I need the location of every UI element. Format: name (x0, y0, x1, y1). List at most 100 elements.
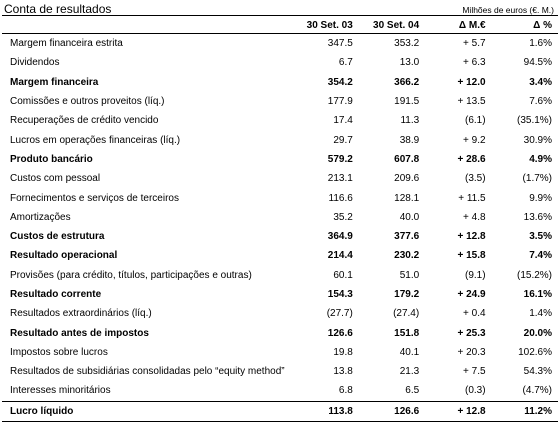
value-sep-03: 214.4 (327, 250, 353, 262)
row-label: Impostos sobre lucros (10, 346, 108, 358)
table-header: 30 Set. 03 30 Set. 04 Δ M.€ Δ % (2, 17, 558, 34)
row-label: Resultado antes de impostos (10, 327, 149, 339)
row-label: Lucros em operações financeiras (líq.) (10, 134, 181, 146)
value-sep-04: 13.0 (399, 57, 420, 69)
row-label: Resultado corrente (10, 289, 102, 300)
table-row: Fornecimentos e serviços de terceiros 116… (2, 188, 558, 207)
value-sep-04: 21.3 (399, 366, 420, 378)
table-row: Lucros em operações financeiras (líq.) 29… (2, 130, 558, 149)
value-delta-pct: 3.4% (529, 76, 552, 88)
table-row: Amortizações 35.2 40.0 + 4.8 13.6% (2, 208, 558, 227)
value-sep-04: 179.2 (394, 289, 420, 300)
unit-note: Milhões de euros (€. M.) (462, 5, 554, 15)
table-row: Resultado operacional 214.4 230.2 + 15.8 7.4… (2, 246, 558, 265)
value-sep-04: 377.6 (394, 231, 420, 243)
value-delta-me: + 5.7 (463, 38, 486, 50)
value-sep-03: 116.6 (328, 192, 353, 204)
value-delta-pct: 54.3% (523, 366, 552, 378)
table-row: Impostos sobre lucros 19.8 40.1 + 20.3 102.6… (2, 343, 558, 362)
table-row: Produto bancário 579.2 607.8 + 28.6 4.9% (2, 150, 558, 169)
value-sep-03: 17.4 (333, 115, 353, 127)
value-delta-me: (3.5) (465, 173, 486, 185)
value-delta-me: + 6.3 (463, 57, 486, 69)
row-label: Margem financeira (10, 76, 99, 88)
value-sep-03: 126.6 (327, 327, 353, 339)
value-delta-me: + 12.0 (457, 76, 486, 88)
table-row: Custos de estrutura 364.9 377.6 + 12.8 3.5% (2, 227, 558, 246)
value-delta-me: + 11.5 (458, 192, 486, 204)
value-delta-me: + 12.8 (457, 231, 486, 243)
value-sep-04: (27.4) (393, 308, 420, 320)
value-delta-me: (0.3) (465, 385, 486, 397)
table-row: Provisões (para crédito, títulos, partic… (2, 266, 558, 285)
row-label: Resultados extraordinários (líq.) (10, 308, 152, 320)
table-row: Resultado corrente 154.3 179.2 + 24.9 16.1% (2, 285, 558, 304)
row-label: Interesses minoritários (10, 385, 111, 397)
table-row: Resultados extraordinários (líq.) (27.7) (… (2, 304, 558, 323)
value-delta-pct: (15.2%) (516, 269, 552, 281)
row-label: Custos com pessoal (10, 173, 101, 185)
top-rule (2, 15, 558, 16)
value-delta-pct: 9.9% (529, 192, 552, 204)
row-label: Fornecimentos e serviços de terceiros (10, 192, 179, 204)
value-delta-pct: 4.9% (529, 153, 552, 165)
table-row: Margem financeira estrita 347.5 353.2 + 5.7… (2, 34, 558, 54)
value-sep-04: 126.6 (358, 400, 426, 422)
row-label: Lucro líquido (2, 400, 293, 422)
row-label: Dividendos (10, 57, 60, 69)
value-sep-03: 6.7 (338, 57, 353, 69)
value-delta-pct: 1.6% (529, 38, 552, 50)
column-header-label (2, 17, 293, 34)
value-delta-pct: (1.7%) (522, 173, 552, 185)
value-sep-03: 113.8 (292, 400, 359, 422)
row-label: Comissões e outros proveitos (líq.) (10, 96, 165, 108)
table-row: Recuperações de crédito vencido 17.4 11.3 (… (2, 111, 558, 130)
row-label: Produto bancário (10, 153, 93, 165)
value-delta-pct: 11.2% (491, 400, 558, 422)
value-delta-me: + 7.5 (463, 366, 486, 378)
value-sep-03: (27.7) (326, 308, 353, 320)
value-delta-me: + 20.3 (457, 346, 486, 358)
table-row: Dividendos 6.7 13.0 + 6.3 94.5% (2, 53, 558, 72)
column-header-delta-pct: Δ % (491, 17, 558, 34)
value-delta-me: + 24.9 (457, 289, 486, 300)
value-sep-03: 347.5 (327, 38, 353, 50)
value-sep-03: 154.3 (327, 289, 353, 300)
value-delta-pct: 1.4% (529, 308, 552, 320)
value-delta-pct: (4.7%) (522, 385, 552, 397)
document-title: Conta de resultados (4, 2, 112, 16)
value-delta-me: + 12.8 (425, 400, 492, 422)
value-sep-04: 38.9 (399, 134, 420, 146)
value-delta-me: + 9.2 (463, 134, 486, 146)
value-delta-pct: 13.6% (523, 211, 552, 223)
column-header-sep-03: 30 Set. 03 (292, 17, 359, 34)
value-sep-04: 128.1 (394, 192, 420, 204)
value-sep-04: 151.8 (394, 327, 420, 339)
value-sep-04: 366.2 (394, 76, 420, 88)
table-row: Lucro líquido 113.8 126.6 + 12.8 11.2% (2, 400, 558, 422)
value-sep-04: 40.1 (399, 346, 420, 358)
value-delta-pct: 16.1% (523, 289, 552, 300)
value-delta-me: + 0.4 (463, 308, 486, 320)
table-row: Comissões e outros proveitos (líq.) 177.9… (2, 92, 558, 111)
value-delta-pct: 7.4% (529, 250, 552, 262)
table-row: Resultado antes de impostos 126.6 151.8 + 2… (2, 323, 558, 342)
value-sep-04: 6.5 (405, 385, 420, 397)
value-sep-04: 51.0 (399, 269, 420, 281)
value-delta-pct: 30.9% (523, 134, 552, 146)
row-label: Margem financeira estrita (10, 38, 123, 50)
table-row: Margem financeira 354.2 366.2 + 12.0 3.4% (2, 73, 558, 92)
value-delta-pct: (35.1%) (516, 115, 552, 127)
value-delta-pct: 94.5% (523, 57, 552, 69)
results-table: 30 Set. 03 30 Set. 04 Δ M.€ Δ % Margem f… (2, 17, 558, 422)
value-sep-03: 19.8 (333, 346, 353, 358)
column-header-sep-04: 30 Set. 04 (358, 17, 426, 34)
row-label: Amortizações (10, 211, 71, 223)
table-row: Interesses minoritários 6.8 6.5 (0.3) (4.7%) (2, 381, 558, 401)
value-sep-03: 354.2 (327, 76, 353, 88)
value-delta-me: + 25.3 (457, 327, 486, 339)
value-sep-03: 364.9 (327, 231, 353, 243)
value-sep-04: 11.3 (400, 115, 420, 127)
column-header-delta-me: Δ M.€ (425, 17, 492, 34)
value-delta-pct: 7.6% (529, 96, 552, 108)
